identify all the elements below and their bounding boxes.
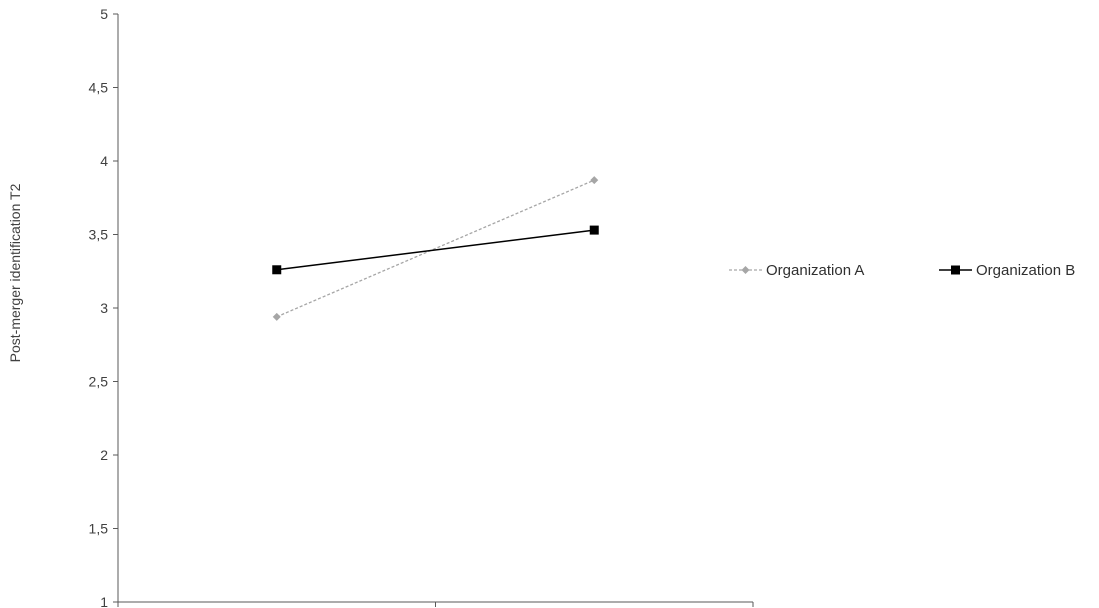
y-tick-label: 4,5 xyxy=(89,80,109,96)
legend-label: Organization A xyxy=(766,262,864,279)
y-tick-label: 5 xyxy=(100,6,108,22)
axes xyxy=(113,13,754,607)
series-line xyxy=(276,179,595,318)
data-point-diamond xyxy=(272,312,281,321)
series-organization-b xyxy=(272,225,599,275)
y-axis-title: Post-merger identification T2 xyxy=(7,183,23,362)
y-tick-label: 1 xyxy=(100,594,108,608)
series-layer xyxy=(272,176,599,321)
y-tick-label: 2,5 xyxy=(89,374,109,390)
series-organization-a xyxy=(272,176,599,321)
data-point-diamond xyxy=(741,266,750,274)
y-tick-label: 3 xyxy=(100,300,108,316)
y-tick-label: 1,5 xyxy=(89,521,109,537)
data-point-square xyxy=(951,265,960,275)
data-point-square xyxy=(272,265,282,275)
series-line xyxy=(276,229,595,271)
tick-labels: 11,522,533,544,55Low Pre-merger identifi… xyxy=(89,6,109,608)
y-tick-label: 2 xyxy=(100,447,108,463)
y-tick-label: 4 xyxy=(100,153,108,169)
y-tick-label: 3,5 xyxy=(89,227,109,243)
legend-item: Organization A xyxy=(729,262,864,279)
data-point-square xyxy=(589,225,599,235)
data-point-diamond xyxy=(590,176,599,185)
legend-item: Organization B xyxy=(939,262,1075,279)
legend: Organization A Organization B xyxy=(729,262,1075,279)
legend-label: Organization B xyxy=(976,262,1075,279)
